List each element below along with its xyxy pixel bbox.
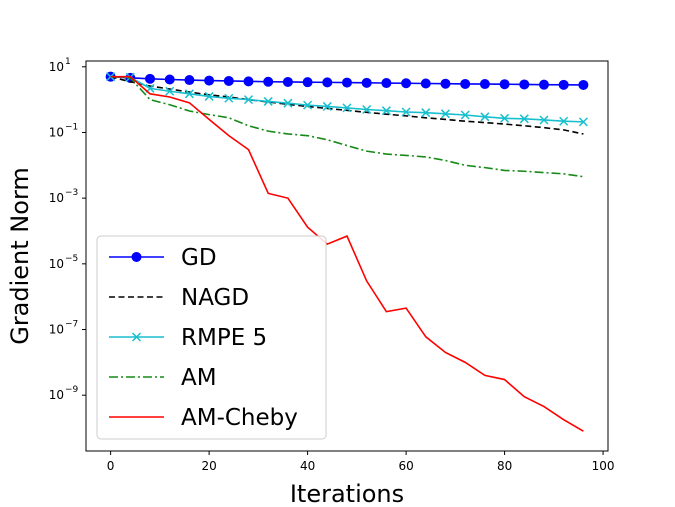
gd-marker	[519, 79, 530, 90]
y-axis-label: Gradient Norm	[6, 167, 34, 345]
series-rmpe-5	[106, 72, 588, 127]
legend-label-nagd: NAGD	[181, 285, 249, 311]
rmpe-5-marker	[184, 89, 194, 99]
rmpe-5-marker	[263, 96, 273, 106]
series-nagd	[110, 75, 584, 135]
y-tick-exponent: −1	[65, 122, 78, 132]
gd-marker	[361, 77, 372, 88]
rmpe-5-marker	[578, 117, 588, 127]
series-am	[110, 75, 584, 178]
rmpe-5-marker	[303, 100, 313, 110]
am-cheby-line	[110, 75, 584, 432]
x-tick-label: 0	[107, 459, 115, 473]
gd-marker	[538, 79, 549, 90]
gd-marker	[164, 74, 175, 85]
plot-frame	[85, 60, 609, 452]
y-tick-label: 10	[49, 388, 64, 402]
am-line	[110, 75, 584, 178]
gd-marker	[282, 76, 293, 87]
x-tick-label: 60	[398, 459, 413, 473]
series-gd	[105, 71, 589, 90]
gd-marker	[302, 77, 313, 88]
gd-marker	[578, 79, 589, 90]
legend-label-gd: GD	[181, 245, 217, 271]
gd-marker	[204, 75, 215, 86]
gd-marker	[145, 73, 156, 84]
gd-marker	[479, 79, 490, 90]
rmpe-5-marker	[322, 101, 332, 111]
rmpe-5-marker	[362, 104, 372, 115]
y-tick-label: 10	[49, 125, 64, 139]
rmpe-5-marker	[401, 107, 411, 117]
legend-rmpe-5-marker	[131, 332, 142, 342]
gd-marker	[184, 75, 195, 86]
legend-item-rmpe-5: RMPE 5	[109, 325, 267, 351]
rmpe-5-marker	[500, 113, 510, 123]
legend-item-gd: GD	[109, 245, 217, 271]
rmpe-5-marker	[539, 115, 549, 125]
legend-label-rmpe-5: RMPE 5	[181, 325, 267, 351]
rmpe-5-marker	[519, 114, 529, 124]
rmpe-5-marker	[460, 110, 470, 120]
rmpe-5-marker	[204, 91, 214, 101]
series-layer	[105, 71, 589, 432]
nagd-line	[110, 75, 584, 135]
rmpe-5-marker	[342, 103, 352, 113]
series-am-cheby	[110, 75, 584, 432]
y-tick-exponent: −3	[65, 188, 78, 198]
rmpe-5-marker	[165, 86, 175, 96]
rmpe-5-marker	[480, 112, 490, 122]
gd-marker	[322, 77, 333, 88]
y-tick-label: 10	[49, 257, 64, 271]
legend-label-am-cheby: AM-Cheby	[181, 405, 298, 431]
y-tick-label: 10	[49, 191, 64, 205]
legend-label-am: AM	[181, 365, 217, 391]
gd-marker	[342, 77, 352, 88]
rmpe-5-marker	[381, 106, 391, 116]
legend: GD NAGD RMPE 5 AM AM-Cheby	[96, 235, 327, 440]
legend-item-am-cheby: AM-Cheby	[109, 405, 298, 431]
y-tick-label: 10	[49, 60, 64, 74]
y-tick-exponent: 1	[65, 57, 71, 67]
gd-marker	[499, 79, 510, 90]
rmpe-5-marker	[243, 95, 254, 105]
gd-marker	[420, 78, 431, 89]
rmpe-5-marker	[559, 116, 569, 126]
legend-gd-marker	[131, 252, 142, 262]
legend-item-nagd: NAGD	[109, 285, 249, 311]
rmpe-5-marker	[440, 109, 451, 119]
x-axis-label: Iterations	[290, 480, 404, 507]
gd-marker	[440, 78, 451, 89]
legend-item-am: AM	[109, 365, 217, 391]
y-tick-exponent: −9	[65, 385, 79, 395]
y-tick-exponent: −5	[65, 254, 78, 264]
x-tick-label: 20	[201, 459, 216, 473]
gd-marker	[558, 79, 569, 90]
gd-marker	[263, 76, 274, 87]
rmpe-5-marker	[224, 93, 234, 103]
rmpe-5-marker	[421, 108, 431, 118]
x-tick-label: 40	[300, 459, 315, 473]
gd-marker	[401, 78, 412, 89]
gd-marker	[223, 75, 234, 86]
y-tick-exponent: −7	[65, 320, 78, 330]
gd-marker	[460, 78, 471, 89]
gd-marker	[381, 78, 392, 89]
gd-marker	[243, 76, 254, 87]
x-tick-label: 80	[497, 459, 512, 473]
rmpe-5-marker	[283, 98, 293, 108]
x-tick-label: 100	[592, 459, 615, 473]
y-tick-label: 10	[49, 323, 64, 337]
legend-box	[96, 235, 327, 440]
